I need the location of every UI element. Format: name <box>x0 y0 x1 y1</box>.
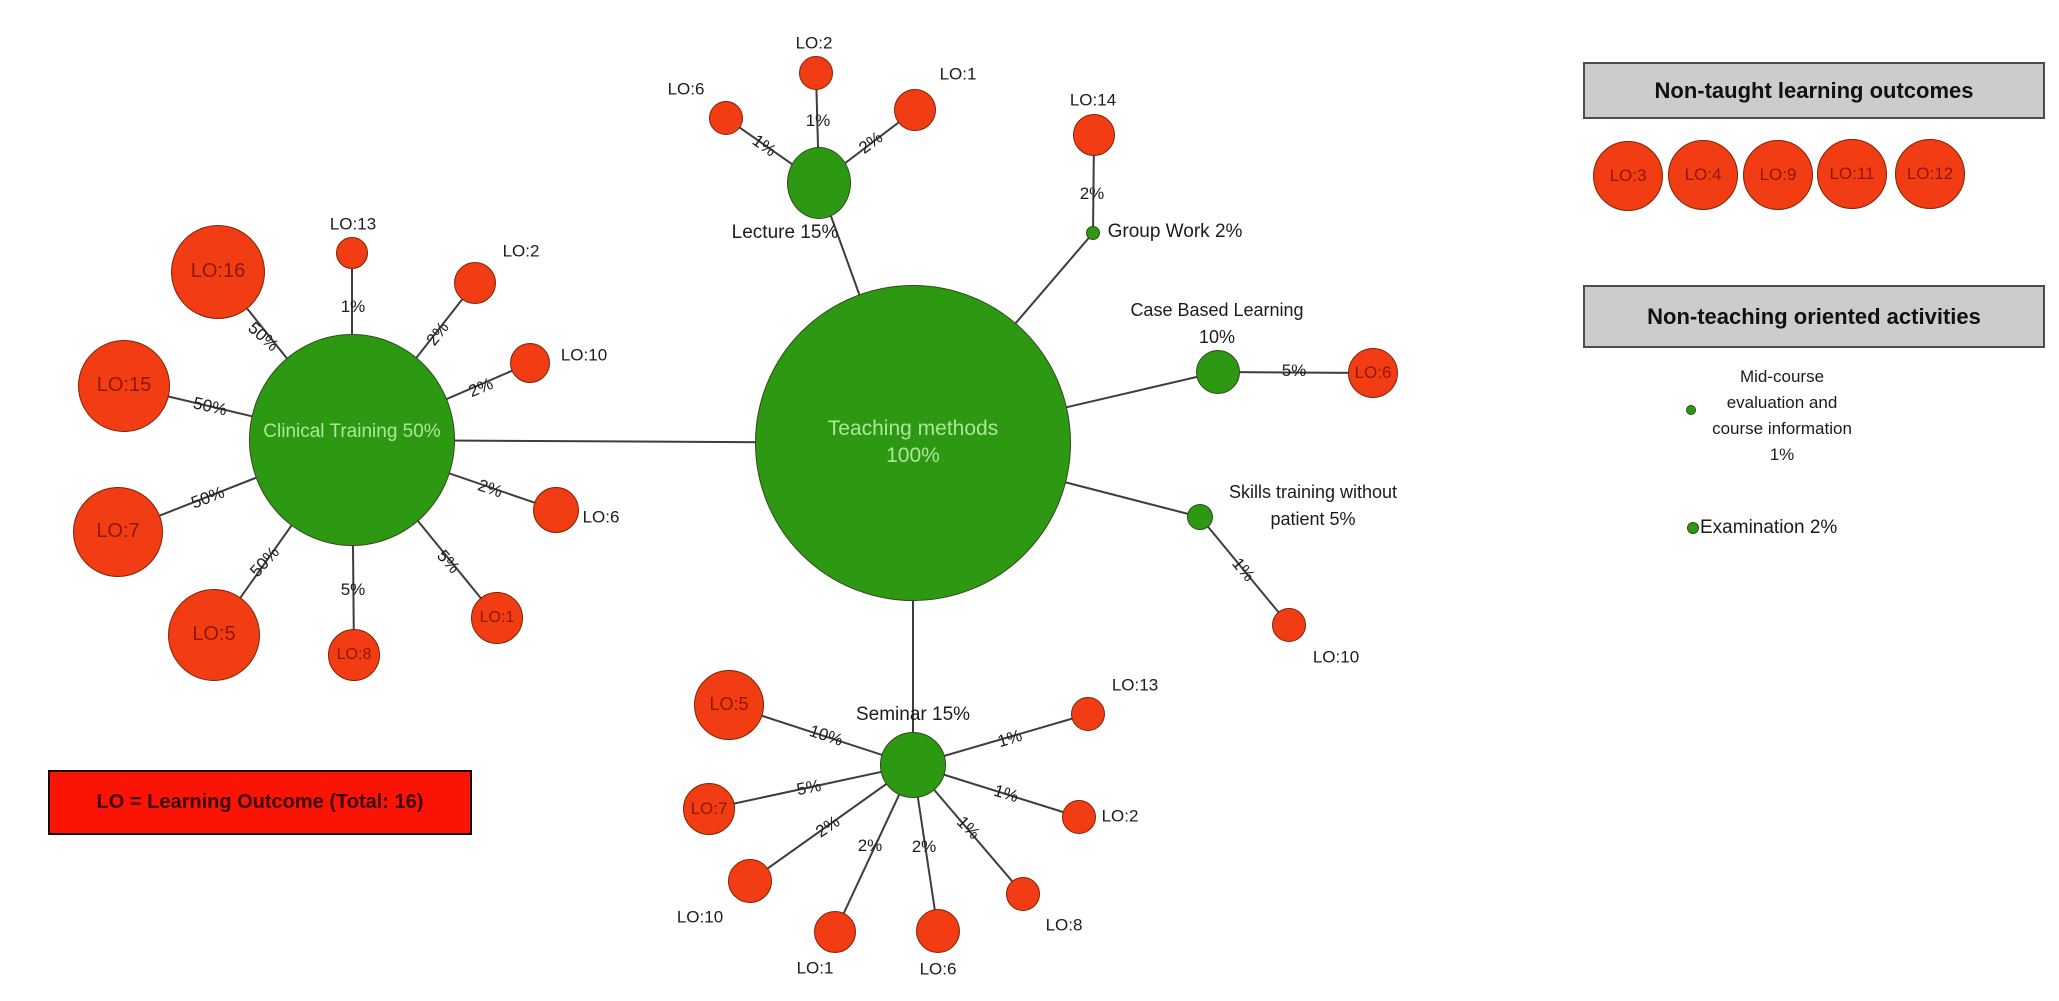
outcome-node-l1 <box>894 89 936 131</box>
outcome-node-lg12: LO:12 <box>1895 139 1965 209</box>
node-label-c16: LO:16 <box>190 260 246 283</box>
outcome-node-se8 <box>1006 877 1040 911</box>
node-label-s10: LO:10 <box>1312 647 1360 667</box>
outcome-node-c8: LO:8 <box>328 629 380 681</box>
method-node-casebased <box>1196 350 1240 394</box>
outcome-node-l2 <box>799 56 833 90</box>
node-label-lecture: Lecture 15% <box>731 221 839 243</box>
outcome-node-lg4: LO:4 <box>1668 140 1738 210</box>
outcome-node-s10 <box>1272 608 1306 642</box>
edge-label-clinical-c8: 5% <box>340 580 366 599</box>
lo-legend-text: LO = Learning Outcome (Total: 16) <box>96 791 424 813</box>
edge-label-seminar-se1: 2% <box>857 836 883 855</box>
mid-course-line-3: course information <box>1712 419 1852 438</box>
outcome-node-c6 <box>533 487 579 533</box>
node-label-cb6: LO:6 <box>1354 363 1392 383</box>
method-node-clinical: Clinical Training 50% <box>249 334 455 546</box>
mid-course-evaluation-label: Mid-course evaluation and course informa… <box>1712 364 1852 468</box>
non-taught-outcomes-title: Non-taught learning outcomes <box>1654 77 1974 103</box>
node-label-l1: LO:1 <box>939 64 977 84</box>
node-label-g14: LO:14 <box>1069 90 1117 110</box>
node-label-lg4: LO:4 <box>1684 165 1722 185</box>
non-teaching-activities-header: Non-teaching oriented activities <box>1583 285 2045 348</box>
method-node-midcourse_dot <box>1686 405 1696 415</box>
node-label-se7: LO:7 <box>690 799 728 819</box>
outcome-node-c2 <box>454 262 496 304</box>
outcome-node-c5: LO:5 <box>168 589 260 681</box>
outcome-node-c1: LO:1 <box>471 592 523 644</box>
node-label-groupwork: Group Work 2% <box>1107 220 1243 242</box>
edge-casebased-cb6 <box>1217 371 1374 374</box>
outcome-node-c15: LO:15 <box>78 340 170 432</box>
edge-seminar-se7 <box>708 764 914 810</box>
node-label-c10: LO:10 <box>560 345 608 365</box>
node-label-c13: LO:13 <box>329 214 377 234</box>
outcome-node-se13 <box>1071 697 1105 731</box>
node-label-c6: LO:6 <box>582 507 620 527</box>
method-node-teaching: Teaching methods 100% <box>755 285 1071 601</box>
node-label-c15: LO:15 <box>96 374 152 397</box>
edge-label-lecture-l2: 1% <box>805 111 831 130</box>
node-label-se2: LO:2 <box>1101 806 1139 826</box>
method-node-seminar <box>880 732 946 798</box>
outcome-node-se10 <box>728 859 772 903</box>
outcome-node-cb6: LO:6 <box>1348 348 1398 398</box>
edge-skills-s10 <box>1199 516 1290 626</box>
outcome-node-se5: LO:5 <box>694 670 764 740</box>
outcome-node-g14 <box>1073 114 1115 156</box>
node-label-c2: LO:2 <box>502 241 540 261</box>
outcome-node-c16: LO:16 <box>171 225 265 319</box>
outcome-node-c13 <box>336 237 368 269</box>
node-label-se5: LO:5 <box>709 694 749 715</box>
method-node-skills <box>1187 504 1213 530</box>
mid-course-pct: 1% <box>1769 445 1795 464</box>
outcome-node-se1 <box>814 911 856 953</box>
examination-label: Examination 2% <box>1700 517 1838 538</box>
node-label-se1: LO:1 <box>796 958 834 978</box>
non-teaching-activities-title: Non-teaching oriented activities <box>1647 303 1981 329</box>
node-label-lg12: LO:12 <box>1906 164 1954 184</box>
mid-course-line-1: Mid-course <box>1739 367 1825 386</box>
node-label-se10: LO:10 <box>676 907 724 927</box>
node-label-c8: LO:8 <box>336 645 372 663</box>
outcome-node-c7: LO:7 <box>73 487 163 577</box>
method-node-groupwork <box>1086 226 1100 240</box>
node-label-lg9: LO:9 <box>1759 165 1797 185</box>
outcome-node-lg11: LO:11 <box>1817 139 1887 209</box>
outcome-node-c10 <box>510 343 550 383</box>
node-label-se13: LO:13 <box>1111 675 1159 695</box>
outcome-node-se6 <box>916 909 960 953</box>
node-label-seminar: Seminar 15% <box>855 703 971 725</box>
outcome-node-se7: LO:7 <box>683 783 735 835</box>
outcome-node-se2 <box>1062 800 1096 834</box>
non-taught-outcomes-header: Non-taught learning outcomes <box>1583 62 2045 119</box>
outcome-node-l6 <box>709 101 743 135</box>
lo-abbreviation-legend: LO = Learning Outcome (Total: 16) <box>48 770 472 835</box>
node-label-lg3: LO:3 <box>1609 166 1647 186</box>
node-label-skills: Skills training without patient 5% <box>1228 482 1398 529</box>
node-label-teaching: Teaching methods 100% <box>827 417 999 467</box>
node-label-casebased: Case Based Learning 10% <box>1130 300 1304 347</box>
method-node-lecture <box>787 147 851 219</box>
edge-label-groupwork-g14: 2% <box>1079 184 1105 203</box>
edge-label-casebased-cb6: 5% <box>1281 361 1307 380</box>
outcome-node-lg3: LO:3 <box>1593 141 1663 211</box>
outcome-node-lg9: LO:9 <box>1743 140 1813 210</box>
node-label-c5: LO:5 <box>192 623 236 646</box>
node-label-c1: LO:1 <box>479 608 515 626</box>
node-label-l2: LO:2 <box>795 33 833 53</box>
mid-course-line-2: evaluation and <box>1726 393 1838 412</box>
edge-label-seminar-se6: 2% <box>911 837 937 856</box>
edge-label-clinical-c13: 1% <box>340 297 366 316</box>
node-label-se8: LO:8 <box>1045 915 1083 935</box>
method-node-exam_dot <box>1687 522 1699 534</box>
node-label-l6: LO:6 <box>667 79 705 99</box>
node-label-se6: LO:6 <box>919 959 957 979</box>
node-label-c7: LO:7 <box>96 520 140 543</box>
node-label-lg11: LO:11 <box>1829 164 1875 184</box>
node-label-clinical: Clinical Training 50% <box>263 420 441 442</box>
